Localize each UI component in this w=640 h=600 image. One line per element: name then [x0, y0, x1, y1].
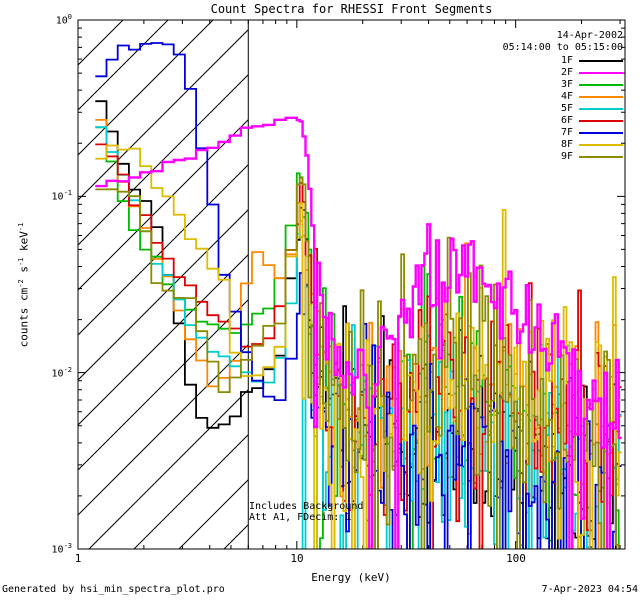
- x-tick-label-0: 1: [74, 552, 82, 565]
- legend-line-1f: [579, 60, 623, 62]
- legend-label-3f: 3F: [560, 79, 573, 90]
- legend-label-7f: 7F: [560, 127, 573, 138]
- x-tick-label-1: 10: [290, 552, 304, 565]
- legend-row-9f: 9F: [561, 151, 623, 163]
- plot-frame: [77, 19, 626, 550]
- y-axis-label: counts cm-2 s-1 keV-1: [17, 222, 31, 348]
- chart-title: Count Spectra for RHESSI Front Segments: [210, 2, 493, 16]
- y-tick-label-0: 100: [55, 13, 72, 27]
- x-axis-label: Energy (keV): [311, 571, 391, 584]
- legend-line-9f: [579, 156, 623, 158]
- obs-date: 14-Apr-2002: [556, 30, 623, 41]
- legend-label-2f: 2F: [560, 67, 573, 78]
- y-tick-label-1: 10-1: [51, 189, 72, 203]
- legend-row-1f: 1F: [561, 55, 623, 67]
- legend-line-2f: [579, 72, 623, 74]
- generated-by-text: Generated by hsi_min_spectra_plot.pro: [2, 584, 225, 595]
- legend-line-8f: [579, 144, 623, 146]
- attenuator-note: Att A1, FDecim: 1: [249, 512, 352, 523]
- y-tick-label-3: 10-3: [51, 542, 72, 556]
- legend-line-4f: [579, 96, 623, 98]
- y-tick-label-2: 10-2: [51, 366, 72, 380]
- legend-line-6f: [579, 120, 623, 122]
- background-note: Includes Background: [249, 501, 364, 512]
- legend-label-6f: 6F: [560, 115, 573, 126]
- legend: 1F 2F 3F 4F 5F 6F 7F 8F: [561, 55, 623, 163]
- legend-line-3f: [579, 84, 623, 86]
- render-timestamp: 7-Apr-2023 04:54: [541, 584, 638, 595]
- legend-label-1f: 1F: [560, 55, 573, 66]
- legend-label-8f: 8F: [560, 139, 573, 150]
- legend-label-5f: 5F: [560, 103, 573, 114]
- legend-row-5f: 5F: [561, 103, 623, 115]
- legend-label-9f: 9F: [560, 151, 573, 162]
- x-tick-label-2: 100: [506, 552, 526, 565]
- legend-line-7f: [579, 132, 623, 134]
- legend-row-2f: 2F: [561, 67, 623, 79]
- obs-time-range: 05:14:00 to 05:15:00: [502, 42, 623, 53]
- series-2F: [95, 116, 622, 549]
- legend-row-6f: 6F: [561, 115, 623, 127]
- legend-row-7f: 7F: [561, 127, 623, 139]
- legend-row-8f: 8F: [561, 139, 623, 151]
- legend-line-5f: [579, 108, 623, 110]
- legend-row-4f: 4F: [561, 91, 623, 103]
- legend-row-3f: 3F: [561, 79, 623, 91]
- legend-label-4f: 4F: [560, 91, 573, 102]
- series-9F: [95, 176, 620, 549]
